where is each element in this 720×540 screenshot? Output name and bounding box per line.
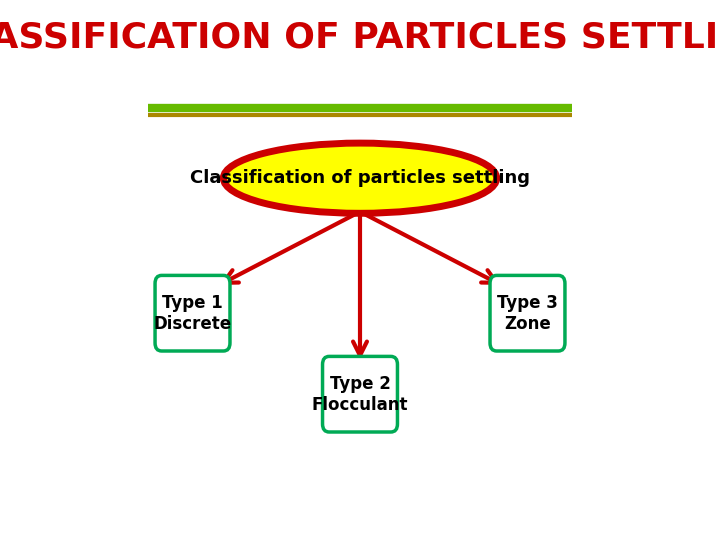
- FancyBboxPatch shape: [490, 275, 565, 351]
- Text: Type 1
Discrete: Type 1 Discrete: [153, 294, 232, 333]
- FancyBboxPatch shape: [155, 275, 230, 351]
- Text: Classification of particles settling: Classification of particles settling: [190, 169, 530, 187]
- Text: Type 3
Zone: Type 3 Zone: [497, 294, 558, 333]
- FancyBboxPatch shape: [323, 356, 397, 432]
- Text: CLASSIFICATION OF PARTICLES SETTLING: CLASSIFICATION OF PARTICLES SETTLING: [0, 21, 720, 55]
- Text: Type 2
Flocculant: Type 2 Flocculant: [312, 375, 408, 414]
- Ellipse shape: [223, 143, 497, 213]
